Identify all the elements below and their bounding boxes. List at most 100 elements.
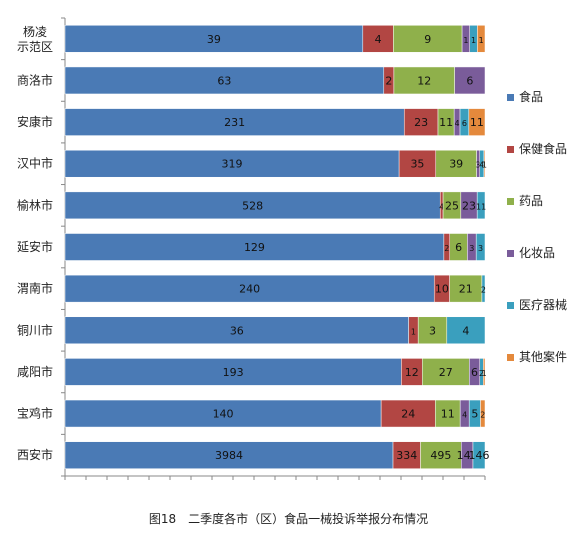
data-label: 231 [224,116,245,129]
category-label: 延安市 [17,239,53,254]
data-label: 495 [430,449,451,462]
bar-segment [393,66,455,95]
bar-segment [380,399,436,428]
data-label: 36 [230,324,244,337]
bar-segment [468,108,486,136]
data-label: 4 [462,411,467,420]
data-label: 39 [449,158,463,171]
bar-segment [64,66,385,95]
data-label: 2 [481,286,486,295]
bar-segment [64,149,400,178]
category-label: 汉中市 [17,156,53,171]
bar-segment [454,66,486,95]
bar-segment [403,108,439,136]
legend-swatch [507,250,514,257]
data-label: 6 [462,119,467,128]
data-label: 4 [455,119,460,128]
data-label: 3 [429,324,436,337]
data-label: 1 [411,327,416,336]
legend-label: 保健食品 [519,141,567,156]
data-label: 146 [468,449,489,462]
data-label: 23 [414,116,428,129]
legend-swatch [507,146,514,153]
data-label: 5 [471,408,478,421]
data-label: 319 [222,158,243,171]
bar-segment [420,441,462,469]
data-label: 240 [239,283,260,296]
bar-segment [64,316,409,345]
bar-segment [392,441,421,469]
legend-label: 其他案件 [519,349,567,364]
bar-segment [64,25,364,53]
data-label: 6 [471,366,478,379]
data-label: 2 [480,411,485,420]
category-label: 安康市 [17,114,53,129]
legend-swatch [507,302,514,309]
bar-segment [472,441,486,469]
data-label: 11 [470,116,484,129]
data-label: 39 [207,33,221,46]
data-label: 12 [405,366,419,379]
bar-segment [64,108,405,136]
category-label: 渭南市 [17,281,53,296]
bar-segment [64,274,435,303]
data-label: 334 [396,449,417,462]
bar-segment [483,358,486,386]
legend-label: 食品 [519,89,543,104]
category-label: 咸阳市 [17,364,53,379]
data-label: 11 [441,408,455,421]
data-label: 4 [479,161,484,170]
bar-segment [64,358,402,386]
data-label: 4 [462,324,469,337]
data-label: 528 [242,199,263,212]
legend-swatch [507,94,514,101]
data-label: 4 [375,33,382,46]
data-label: 2 [444,244,449,253]
category-label: 杨凌示范区 [17,24,53,54]
data-label: 25 [445,199,459,212]
bar-segment [446,316,486,345]
data-label: 1 [479,36,484,45]
bar-segment [362,25,394,53]
data-label: 3 [476,161,481,170]
category-label: 商洛市 [17,72,53,87]
data-label: 1 [463,36,468,45]
data-label: 11 [439,116,453,129]
bar-segment [481,274,486,303]
bar-segment [64,191,441,220]
category-label: 西安市 [17,447,53,462]
category-label: 铜川市 [17,322,53,337]
bar-segment [393,25,463,53]
bar-segment [449,274,483,303]
data-label: 1 [482,369,487,378]
data-label: 24 [401,408,415,421]
bar-segment [435,399,461,428]
data-label: 12 [417,74,431,87]
data-label: 6 [466,74,473,87]
data-label: 11 [476,202,486,211]
data-label: 23 [462,199,476,212]
data-label: 4 [439,202,444,211]
legend-label: 医疗器械 [519,297,567,312]
data-label: 129 [244,241,265,254]
bar-segment [417,316,448,345]
data-label: 193 [223,366,244,379]
bar-segment [477,25,486,53]
legend-label: 化妆品 [519,246,555,260]
data-label: 27 [439,366,453,379]
bar-segment [422,358,470,386]
category-label: 榆林市 [17,197,53,212]
legend-label: 药品 [519,194,543,208]
data-label: 140 [213,408,234,421]
data-label: 9 [424,33,431,46]
category-label: 宝鸡市 [17,406,53,421]
bar-segment [475,233,486,261]
data-label: 1 [482,161,487,170]
data-label: 3 [469,244,474,253]
data-label: 3984 [215,449,243,462]
data-label: 3 [478,244,483,253]
data-label: 35 [410,158,424,171]
